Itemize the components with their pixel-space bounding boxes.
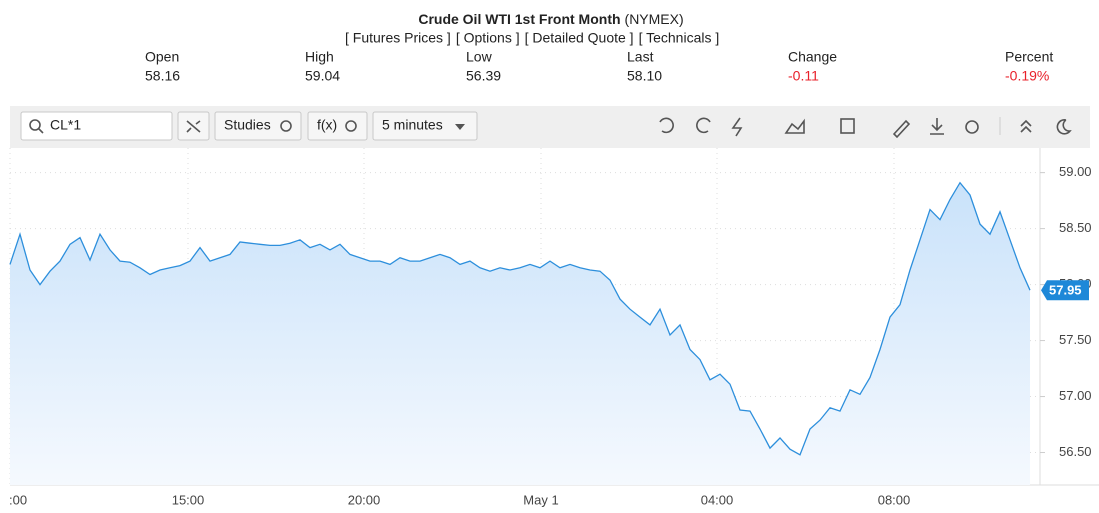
quote-value: -0.11 (788, 68, 819, 84)
collapse-icon[interactable] (1020, 119, 1032, 133)
y-tick-label: 58.50 (1059, 220, 1092, 235)
quote-label: Open (145, 49, 179, 65)
nav-link[interactable]: [ Technicals ] (639, 30, 720, 46)
x-tick-label: 20:00 (348, 492, 381, 507)
quote-value: 58.16 (145, 68, 180, 84)
nav-link[interactable]: [ Detailed Quote ] (525, 30, 634, 46)
layout-icon[interactable] (840, 118, 855, 134)
search-icon (29, 119, 41, 131)
settings-icon[interactable] (965, 120, 979, 134)
x-tick-label: 15:00 (172, 492, 205, 507)
quote-label: Low (466, 49, 493, 65)
y-tick-label: 57.50 (1059, 332, 1092, 347)
symbol-input[interactable] (20, 111, 173, 141)
quote-value: 59.04 (305, 68, 340, 84)
chart-type-icon[interactable] (784, 118, 805, 134)
quote-value: -0.19% (1005, 68, 1049, 84)
y-tick-label: 56.50 (1059, 444, 1092, 459)
studies: Studies (224, 117, 271, 133)
last-price: 57.95 (1049, 283, 1082, 298)
line (9, 181, 1031, 456)
area (10, 182, 1030, 485)
functions: f(x) (317, 117, 337, 133)
x-tick-label: :00 (9, 492, 27, 507)
studies-button[interactable] (214, 111, 302, 141)
quote-label: High (305, 49, 334, 65)
draw-icon[interactable] (892, 119, 911, 139)
undo-icon[interactable] (659, 117, 674, 134)
download-icon[interactable] (930, 118, 944, 135)
plus-icon (280, 120, 292, 132)
title: Crude Oil WTI 1st Front Month (NYMEX) (418, 11, 683, 27)
quote-label: Change (788, 49, 837, 65)
quote-value: 56.39 (466, 68, 501, 84)
search-icon (38, 128, 44, 134)
x-tick-label: 04:00 (701, 492, 734, 507)
symbol: CL*1 (50, 117, 81, 133)
title-text: Crude Oil WTI 1st Front Month (418, 11, 620, 27)
theme-icon[interactable] (1056, 119, 1072, 135)
functions-button[interactable] (307, 111, 368, 141)
x-tick-label: May 1 (523, 492, 558, 507)
flash-icon[interactable] (731, 117, 743, 137)
last-price-tag (1041, 280, 1089, 301)
redo-icon[interactable] (696, 117, 711, 134)
interval-button[interactable] (372, 111, 478, 141)
dropdown-icon (455, 124, 465, 130)
compare-icon (186, 120, 201, 133)
nav-link[interactable]: [ Futures Prices ] (345, 30, 451, 46)
quote-label: Last (627, 49, 654, 65)
exchange: (NYMEX) (625, 11, 684, 27)
x-tick-label: 08:00 (878, 492, 911, 507)
quote-label: Percent (1005, 49, 1053, 65)
nav-link[interactable]: [ Options ] (456, 30, 520, 46)
interval: 5 minutes (382, 117, 443, 133)
quote-value: 58.10 (627, 68, 662, 84)
y-tick-label: 59.00 (1059, 164, 1092, 179)
y-tick-label: 57.00 (1059, 388, 1092, 403)
plus-icon (345, 120, 357, 132)
